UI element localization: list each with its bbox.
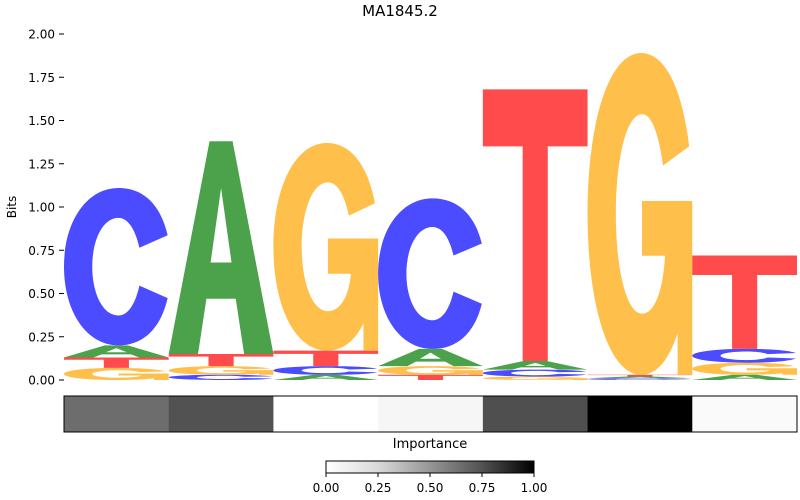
importance-cell [273,396,379,432]
logo-letter-t [64,357,169,368]
colorbar-tick-label: 0.50 [417,481,444,495]
logo-letter-a [692,374,797,380]
logo-letter-g [692,362,797,375]
y-tick-label: 0.25 [28,330,55,344]
logo-letter-c [378,198,482,349]
importance-cell [482,396,589,432]
logo-letter-c [168,374,273,380]
y-tick-label: 0.75 [28,244,55,258]
logo-letter-g [378,366,483,375]
logo-letter-a [64,345,169,358]
importance-cell [692,396,798,432]
y-tick-label: 0.50 [28,287,55,301]
importance-cell [64,396,170,432]
y-axis-label: Bits [5,196,19,219]
y-tick-label: 2.00 [28,28,55,42]
importance-cell [168,396,274,432]
y-tick-label: 1.00 [28,201,55,215]
colorbar: 0.00 0.25 0.50 0.75 1.00 [313,460,548,495]
logo-letter-c [482,369,587,377]
colorbar-tick-label: 0.25 [365,481,392,495]
logo-letter-t [587,374,693,377]
logo-letter-g [64,367,169,380]
y-tick-label: 1.75 [28,71,55,85]
logo-letter-c [692,348,796,363]
colorbar-tick-label: 0.75 [469,481,496,495]
colorbar-gradient [325,460,535,474]
colorbar-tick-label: 1.00 [521,481,548,495]
logo-letter-c [587,378,692,380]
logo-letter-g [587,53,693,375]
logo-letter-a [273,374,379,380]
importance-heatmap [63,395,798,433]
y-tick-label: 1.25 [28,157,55,171]
logo-letter-t [692,255,797,349]
logo-letter-g [482,376,588,380]
y-axis: 0.00 0.25 0.50 0.75 1.00 1.25 1.50 1.75 2.00 [28,28,64,388]
logo-letter-t [378,374,483,380]
y-tick-label: 1.50 [28,114,55,128]
logo-letter-c [64,187,168,346]
logo-letter-a [378,348,483,367]
chart-title: MA1845.2 [362,2,438,20]
logo-letter-c [273,366,378,375]
importance-label: Importance [393,437,468,452]
importance-cell [587,396,693,432]
heatmap-frame [63,395,798,433]
importance-cell [378,396,484,432]
logo-letter-a [587,376,693,379]
logo-letter-t [482,89,588,361]
logo-letters [64,53,797,380]
logo-letter-t [273,350,379,367]
logo-letter-g [168,366,274,375]
logo-letter-a [168,141,274,355]
y-tick-label: 0.00 [28,374,55,388]
colorbar-tick-label: 0.00 [313,481,340,495]
logo-letter-g [273,142,379,351]
logo-letter-a [482,360,588,370]
logo-letter-t [168,354,274,367]
